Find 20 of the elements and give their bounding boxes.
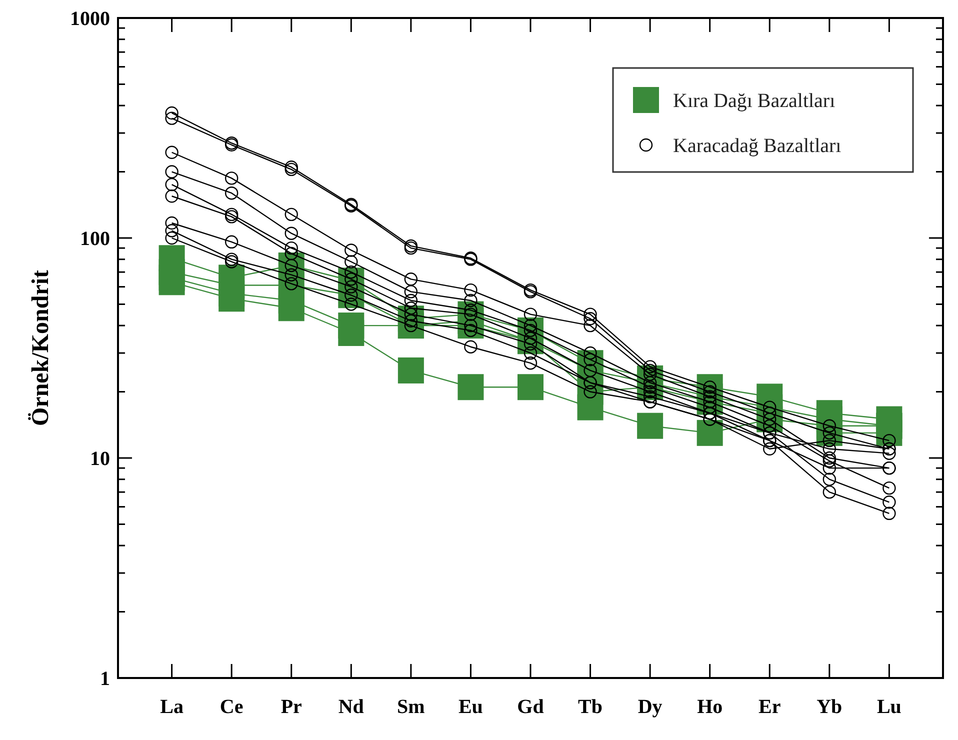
legend-label: Karacadağ Bazaltları (673, 135, 842, 157)
y-tick-label: 10 (90, 448, 110, 470)
x-tick-label: Eu (458, 696, 483, 718)
x-tick-label: Er (758, 696, 781, 718)
x-tick-label: Pr (280, 696, 302, 718)
legend-label: Kıra Dağı Bazaltları (673, 90, 836, 112)
y-axis-title: Örnek/Kondrit (28, 270, 54, 426)
x-tick-label: La (160, 696, 184, 718)
x-tick-label: Gd (517, 696, 544, 718)
x-tick-label: Tb (578, 696, 603, 718)
x-tick-label: Yb (816, 696, 842, 718)
x-tick-label: Sm (397, 696, 426, 718)
x-tick-label: Dy (638, 696, 662, 718)
x-tick-label: Ce (220, 696, 244, 718)
y-tick-label: 1 (100, 668, 110, 690)
x-tick-label: Ho (697, 696, 723, 718)
y-tick-label: 1000 (70, 8, 110, 30)
y-tick-label: 100 (80, 228, 110, 250)
x-tick-label: Lu (876, 696, 902, 718)
x-tick-label: Nd (338, 696, 364, 718)
